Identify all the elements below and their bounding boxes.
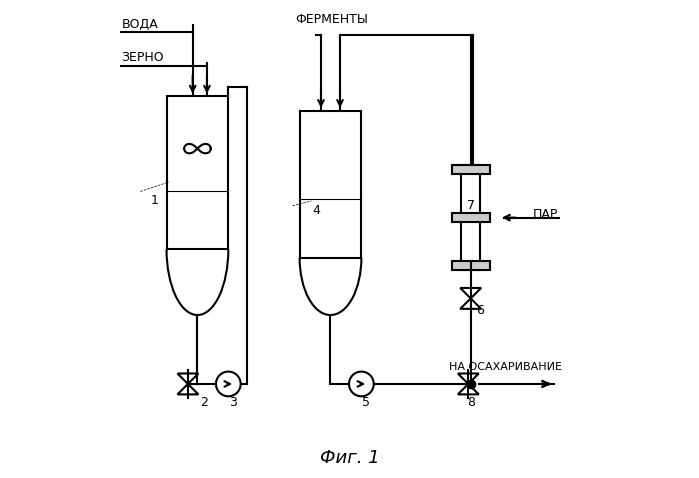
Bar [461, 165, 480, 270]
Text: 6: 6 [476, 304, 484, 317]
Text: ПАР: ПАР [533, 207, 558, 221]
Text: 1: 1 [151, 195, 159, 207]
Bar [166, 97, 229, 250]
Text: 4: 4 [312, 204, 320, 217]
Bar [452, 165, 490, 174]
Text: НА ОСАХАРИВАНИЕ: НА ОСАХАРИВАНИЕ [449, 362, 562, 372]
Bar [300, 111, 361, 258]
Text: ВОДА: ВОДА [122, 18, 158, 31]
Text: 5: 5 [362, 396, 370, 410]
Text: 8: 8 [467, 396, 475, 410]
Bar [452, 261, 490, 270]
Text: 3: 3 [229, 396, 237, 410]
Bar [452, 213, 490, 222]
Text: ФЕРМЕНТЫ: ФЕРМЕНТЫ [295, 13, 368, 26]
Text: Фиг. 1: Фиг. 1 [319, 448, 380, 467]
Text: ЗЕРНО: ЗЕРНО [122, 51, 164, 64]
Text: 7: 7 [467, 199, 475, 212]
Text: 2: 2 [201, 396, 208, 410]
